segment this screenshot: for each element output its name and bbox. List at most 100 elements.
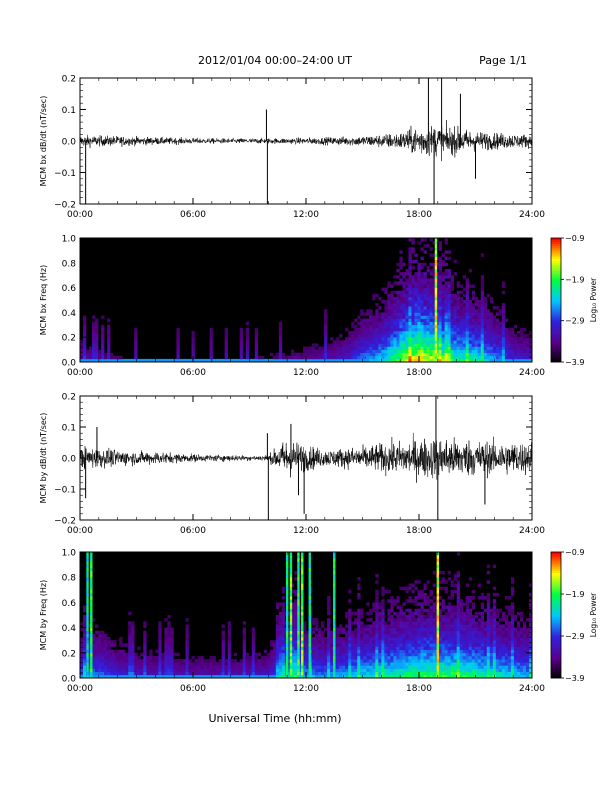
spectrogram-cell <box>408 649 412 654</box>
spectrogram-cell <box>492 624 497 628</box>
spectrogram-cell <box>233 652 237 657</box>
spectrogram-cell <box>278 611 283 616</box>
spectrogram-cell <box>405 346 409 350</box>
spectrogram-cell <box>480 327 485 332</box>
spectrogram-cell <box>393 621 397 625</box>
spectrogram-cell <box>378 331 382 335</box>
spectrogram-bright-line <box>434 269 438 273</box>
spectrogram-cell <box>414 312 418 316</box>
spectrogram-cell <box>486 592 491 597</box>
spectrogram-cell <box>266 668 271 672</box>
spectrogram-cell <box>441 343 445 347</box>
spectrogram-cell <box>399 303 403 307</box>
spectrogram-cell <box>348 633 352 638</box>
spectrogram-cell <box>155 668 159 672</box>
spectrogram-cell <box>420 646 424 650</box>
spectrogram-cell <box>167 358 171 363</box>
spectrogram-cell <box>450 621 454 625</box>
spectrogram-cell <box>450 349 454 353</box>
spectrogram-cell <box>360 327 364 332</box>
spectrogram-cell <box>101 633 105 638</box>
spectrogram-cell <box>414 337 418 341</box>
spectrogram-cell <box>351 630 355 635</box>
spectrogram-cell <box>351 633 355 638</box>
spectrogram-cell <box>465 358 470 363</box>
spectrogram-bright-line <box>90 596 93 600</box>
spectrogram-cell <box>423 596 427 600</box>
spectrogram-cell <box>143 655 147 660</box>
spectrogram-cell <box>128 611 132 616</box>
spectrogram-cell <box>351 334 355 338</box>
spectrogram-cell <box>417 662 421 666</box>
spectrogram-cell <box>426 290 430 295</box>
spectrogram-cell <box>471 349 476 353</box>
spectrogram-cell <box>312 652 316 657</box>
spectrogram-cell <box>429 630 433 635</box>
spectrogram-cell <box>185 649 189 654</box>
spectrogram-cell <box>224 668 228 672</box>
y-tick-label: −0.1 <box>54 169 76 179</box>
spectrogram-cell <box>519 662 524 666</box>
spectrogram-cell <box>426 674 430 679</box>
spectrogram-cell <box>480 633 485 638</box>
spectrogram-cell <box>456 592 460 597</box>
spectrogram-cell <box>438 321 442 326</box>
spectrogram-cell <box>372 343 376 347</box>
spectrogram-cell <box>278 665 283 669</box>
spectrogram-cell <box>411 674 415 679</box>
spectrogram-cell <box>360 674 364 679</box>
spectrogram-bright-line <box>285 637 289 641</box>
spectrogram-cell <box>474 296 479 301</box>
spectrogram-cell <box>116 659 120 663</box>
spectrogram-cell <box>441 315 445 319</box>
spectrogram-cell <box>372 321 376 326</box>
spectrogram-cell <box>528 662 533 666</box>
spectrogram-cell <box>83 608 87 613</box>
spectrogram-cell <box>468 337 473 341</box>
spectrogram-cell <box>477 668 482 672</box>
spectrogram-cell <box>95 324 99 329</box>
y-tick-label: 1.0 <box>62 235 77 245</box>
spectrogram-cell <box>423 284 427 288</box>
spectrogram-cell <box>345 652 349 657</box>
spectrogram-cell <box>405 281 409 285</box>
spectrogram-cell <box>444 659 448 663</box>
spectrogram-cell <box>384 309 388 313</box>
spectrogram-cell <box>306 346 310 350</box>
spectrogram-cell <box>450 284 454 288</box>
spectrogram-cell <box>441 624 445 628</box>
spectrogram-cell <box>486 640 491 644</box>
spectrogram-bright-line <box>434 315 438 319</box>
spectrogram-cell <box>221 665 225 669</box>
spectrogram-cell <box>224 331 228 335</box>
spectrogram-cell <box>492 331 497 335</box>
spectrogram-cell <box>429 334 433 338</box>
colorbar-segment <box>551 333 561 336</box>
spectrogram-cell <box>402 662 406 666</box>
spectrogram-cell <box>327 611 331 616</box>
spectrogram-cell <box>453 343 457 347</box>
spectrogram-cell <box>399 300 403 304</box>
spectrogram-cell <box>438 608 442 613</box>
spectrogram-cell <box>287 627 292 632</box>
spectrogram-cell <box>465 293 470 298</box>
spectrogram-bright-line <box>289 596 293 600</box>
spectrogram-cell <box>510 331 515 335</box>
spectrogram-cell <box>477 327 482 332</box>
spectrogram-cell <box>486 340 491 344</box>
spectrogram-cell <box>387 306 391 310</box>
spectrogram-cell <box>363 624 367 628</box>
spectrogram-cell <box>287 665 292 669</box>
spectrogram-cell <box>510 649 515 654</box>
spectrogram-cell <box>474 358 479 363</box>
spectrogram-cell <box>504 630 509 635</box>
spectrogram-cell <box>402 655 406 660</box>
spectrogram-bright-line <box>90 621 93 625</box>
spectrogram-cell <box>459 343 463 347</box>
spectrogram-bright-line <box>289 605 293 609</box>
spectrogram-cell <box>372 662 376 666</box>
spectrogram-cell <box>134 349 138 353</box>
spectrogram-cell <box>381 324 385 329</box>
spectrogram-cell <box>405 290 409 295</box>
spectrogram-cell <box>272 358 277 363</box>
